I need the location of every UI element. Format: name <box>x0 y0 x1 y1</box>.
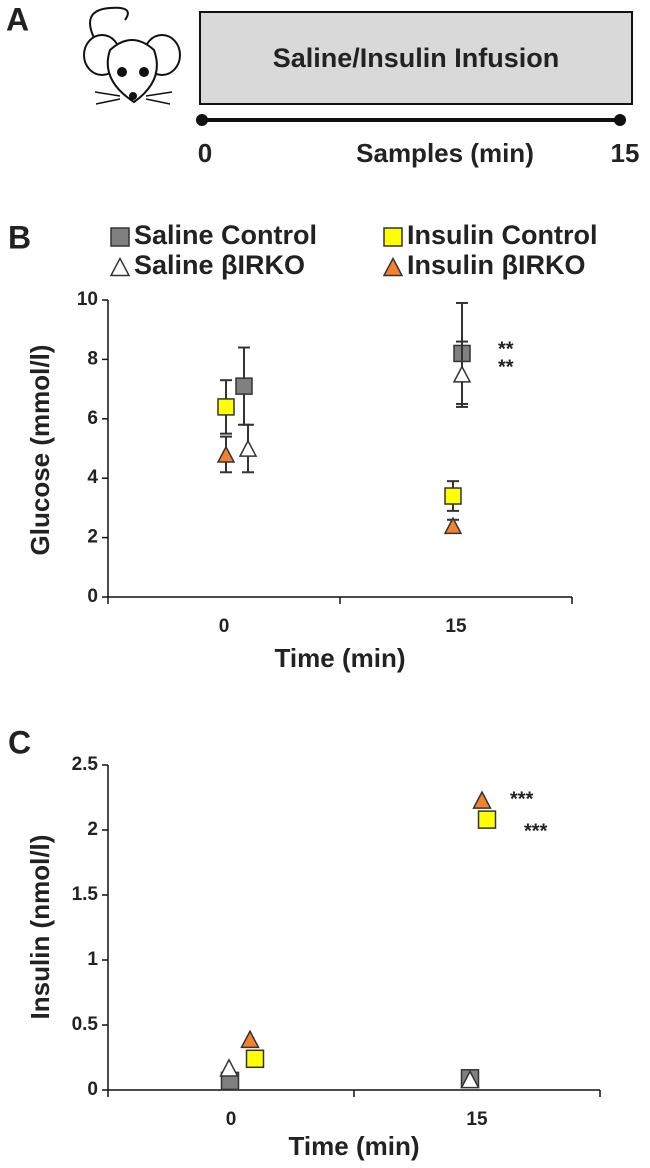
data-point <box>444 487 462 505</box>
x-tick-label: 15 <box>445 616 467 637</box>
annotation: ** <box>498 338 514 360</box>
data-point <box>216 445 236 463</box>
legend-marker <box>383 227 403 247</box>
data-point <box>219 1058 239 1077</box>
x-axis-title: Time (min) <box>289 1131 420 1161</box>
y-tick-label: 2 <box>87 819 98 840</box>
timeline-dot <box>196 114 208 126</box>
x-tick-label: 0 <box>226 1109 237 1130</box>
legend-label: Saline Control <box>134 220 317 250</box>
y-tick-label: 0 <box>87 1079 98 1100</box>
data-point <box>235 377 253 395</box>
y-tick-label: 1 <box>87 949 98 970</box>
data-point <box>460 1069 480 1089</box>
y-tick-label: 8 <box>87 348 98 369</box>
infusion-label: Saline/Insulin Infusion <box>273 43 560 73</box>
data-point <box>245 1049 265 1069</box>
y-tick-label: 6 <box>87 408 98 429</box>
data-point <box>217 398 235 416</box>
data-point <box>452 365 472 383</box>
legend-marker <box>109 256 131 277</box>
annotation: ** <box>498 356 514 378</box>
x-tick-label: 15 <box>466 1109 488 1130</box>
timeline-end: 15 <box>611 138 640 168</box>
y-tick-label: 2 <box>87 527 98 548</box>
data-point <box>238 439 258 457</box>
annotation: *** <box>510 788 534 810</box>
panel-label: A <box>6 1 29 37</box>
y-tick-label: 0.5 <box>72 1014 99 1035</box>
legend-marker <box>110 227 130 247</box>
legend-label: Saline βIRKO <box>134 250 305 280</box>
timeline-label: Samples (min) <box>356 138 534 168</box>
y-axis-title: Glucose (mmol/l) <box>25 345 55 556</box>
legend-label: Insulin βIRKO <box>407 250 585 280</box>
y-tick-label: 1.5 <box>72 884 99 905</box>
panel-label: B <box>8 219 31 255</box>
panel-label: C <box>8 724 31 760</box>
y-axis-title: Insulin (nmol/l) <box>25 835 55 1020</box>
legend-label: Insulin Control <box>407 220 597 250</box>
mouse-icon <box>83 6 181 105</box>
data-point <box>443 516 463 535</box>
infusion-box <box>199 11 633 105</box>
timeline-dot <box>614 114 626 126</box>
data-point <box>477 810 497 829</box>
annotation: *** <box>524 820 548 842</box>
data-point <box>240 1029 260 1049</box>
data-point <box>472 790 492 809</box>
y-tick-label: 2.5 <box>72 754 99 775</box>
x-axis-title: Time (min) <box>275 643 406 673</box>
x-tick-label: 0 <box>219 616 230 637</box>
timeline-start: 0 <box>198 138 212 168</box>
y-tick-label: 0 <box>87 586 98 607</box>
y-tick-label: 4 <box>87 467 98 488</box>
y-tick-label: 10 <box>77 289 98 310</box>
legend-marker <box>382 256 404 277</box>
